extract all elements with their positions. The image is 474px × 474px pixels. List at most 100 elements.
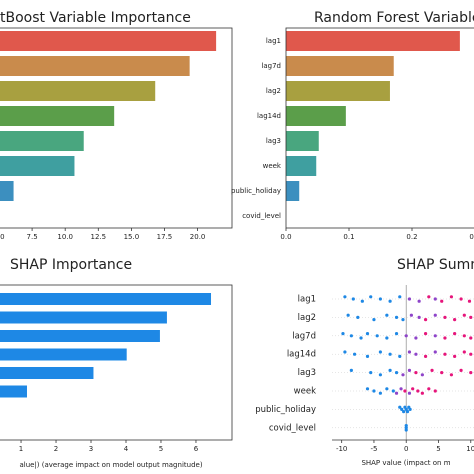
bar: [0, 31, 217, 51]
point: [356, 315, 360, 319]
point: [414, 352, 418, 356]
point: [385, 336, 389, 340]
point: [375, 334, 379, 338]
point: [414, 371, 418, 375]
point: [417, 315, 421, 319]
y-tick-label: public_holiday: [255, 405, 316, 415]
point: [443, 315, 447, 319]
point: [388, 299, 392, 303]
y-tick-label: lag14d: [287, 350, 316, 360]
x-tick-label: 12.5: [90, 233, 106, 241]
bar: [286, 56, 394, 76]
point: [401, 373, 405, 377]
y-tick-label: lag2: [266, 87, 281, 95]
point: [420, 391, 424, 395]
x-tick-label: -10: [336, 445, 347, 453]
point: [449, 295, 454, 299]
x-tick-label: 5: [436, 445, 440, 453]
point: [453, 354, 457, 358]
bar: [286, 156, 317, 176]
point: [378, 297, 383, 301]
point: [346, 313, 350, 317]
point: [409, 313, 413, 317]
x-tick-label: 4: [124, 445, 129, 453]
bar: [286, 131, 319, 151]
y-tick-label: lag7d: [261, 62, 281, 70]
point: [394, 371, 399, 375]
point: [403, 389, 407, 393]
point: [394, 315, 399, 319]
point: [433, 313, 437, 317]
point: [443, 336, 447, 340]
point: [462, 350, 466, 354]
bar: [0, 181, 14, 201]
x-tick-label: 0: [404, 445, 408, 453]
point: [388, 368, 392, 372]
bar: [0, 56, 190, 76]
bar: [0, 106, 115, 126]
x-axis-label: SHAP value (impact on m: [361, 459, 450, 467]
point: [369, 371, 373, 375]
y-tick-label: lag2: [298, 313, 316, 323]
y-tick-label: covid_level: [242, 212, 281, 220]
y-tick-label: lag3: [298, 368, 316, 378]
point: [343, 350, 347, 354]
x-tick-label: 3: [89, 445, 93, 453]
point: [469, 315, 473, 319]
x-tick-label: 0.0: [280, 233, 291, 241]
point: [469, 371, 473, 375]
x-tick-label: 20.0: [190, 233, 206, 241]
point: [407, 391, 412, 395]
y-tick-label: lag1: [298, 295, 316, 305]
point: [398, 405, 402, 409]
point: [372, 389, 376, 393]
point: [423, 354, 428, 358]
point: [399, 387, 403, 391]
point: [351, 297, 355, 301]
point: [365, 332, 370, 336]
point: [469, 352, 473, 356]
x-tick-label: 1: [19, 445, 23, 453]
y-tick-label: public_holiday: [231, 187, 281, 195]
x-tick-label: 6: [194, 445, 199, 453]
point: [401, 318, 405, 322]
x-tick-label: 5: [159, 445, 163, 453]
x-tick-label: 15.0: [124, 233, 140, 241]
point: [440, 371, 444, 375]
chart-title: Random Forest Variable: [314, 10, 474, 26]
point: [414, 336, 418, 340]
x-tick-label: -5: [370, 445, 377, 453]
bar: [0, 131, 84, 151]
bar: [0, 330, 160, 342]
point: [459, 368, 463, 372]
point: [398, 354, 402, 358]
point: [423, 318, 428, 322]
point: [405, 410, 410, 414]
x-tick-label: 2: [54, 445, 58, 453]
point: [427, 387, 431, 391]
point: [398, 295, 402, 299]
point: [404, 334, 408, 338]
x-tick-label: 10: [466, 445, 474, 453]
point: [433, 334, 437, 338]
point: [394, 391, 399, 395]
chart-title: SHAP Importance: [10, 257, 132, 273]
point: [440, 299, 444, 303]
bar: [286, 81, 390, 101]
point: [443, 352, 447, 356]
point: [352, 352, 357, 356]
point: [372, 318, 376, 322]
point: [349, 368, 353, 372]
point: [462, 334, 466, 338]
point: [408, 407, 412, 411]
plot-frame: [0, 284, 233, 441]
point: [385, 313, 389, 317]
bar: [286, 181, 300, 201]
point: [430, 368, 434, 372]
point: [378, 350, 383, 354]
bar: [286, 106, 346, 126]
bar: [286, 31, 460, 51]
point: [407, 297, 412, 301]
y-tick-label: lag3: [266, 137, 281, 145]
